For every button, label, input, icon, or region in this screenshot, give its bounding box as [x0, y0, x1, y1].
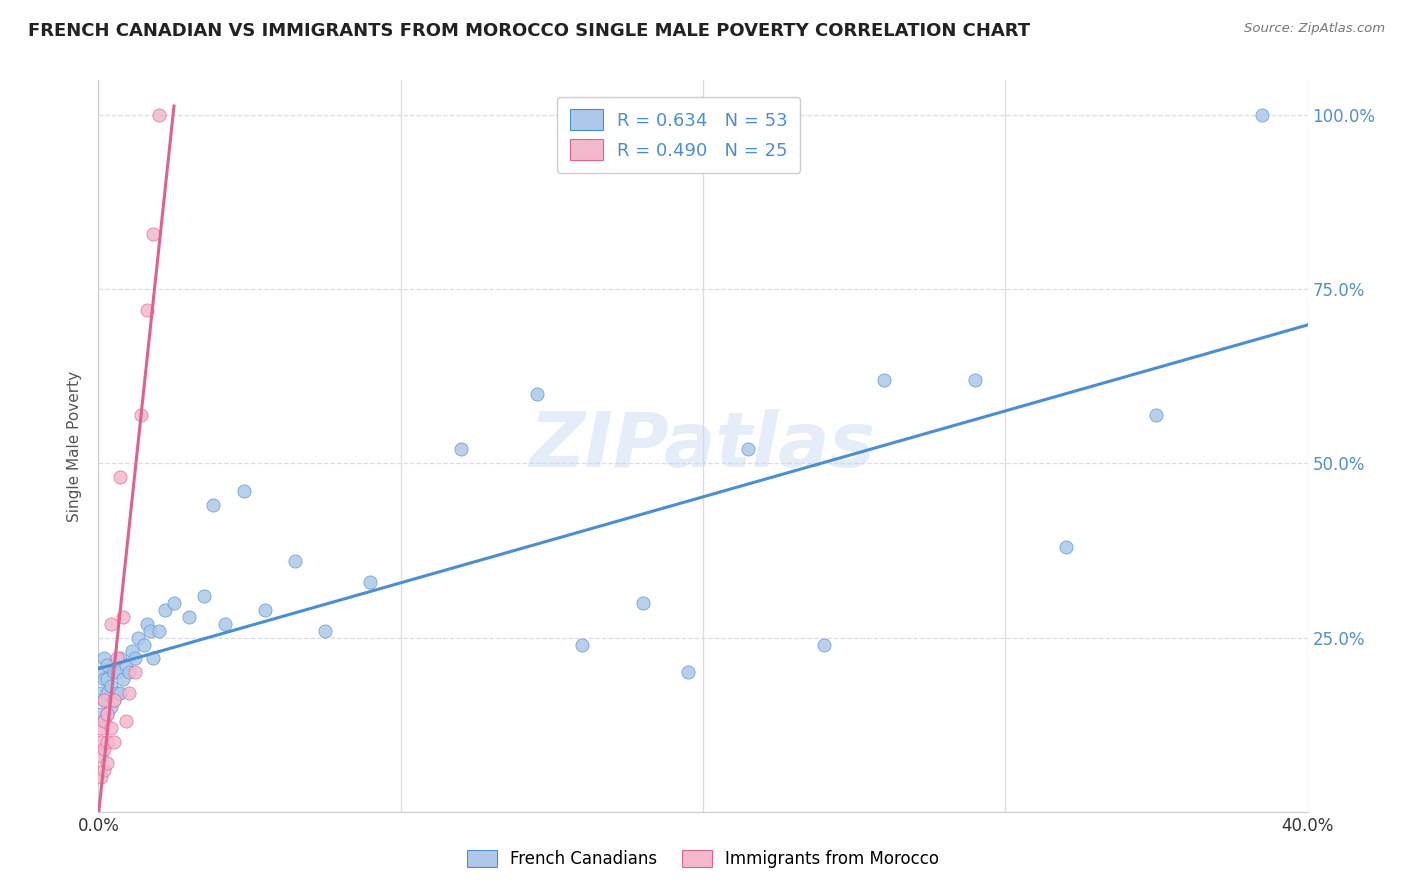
Point: [124, 651, 146, 665]
Point: [96, 658, 118, 673]
Point: [90, 721, 112, 735]
Point: [105, 686, 128, 700]
Point: [96, 707, 118, 722]
Point: [93, 714, 115, 728]
Point: [121, 644, 143, 658]
Point: [103, 693, 125, 707]
Point: [105, 665, 128, 680]
Point: [90, 770, 112, 784]
Point: [450, 442, 472, 457]
Point: [96, 686, 118, 700]
Point: [118, 665, 141, 680]
Point: [93, 693, 115, 707]
Point: [111, 673, 134, 687]
Text: ZIPatlas: ZIPatlas: [530, 409, 876, 483]
Point: [93, 742, 115, 756]
Point: [360, 574, 382, 589]
Point: [676, 665, 699, 680]
Legend: R = 0.634   N = 53, R = 0.490   N = 25: R = 0.634 N = 53, R = 0.490 N = 25: [557, 96, 800, 173]
Point: [153, 603, 176, 617]
Point: [96, 707, 118, 722]
Point: [96, 673, 118, 687]
Point: [103, 665, 125, 680]
Point: [314, 624, 336, 638]
Point: [526, 386, 548, 401]
Point: [108, 686, 131, 700]
Point: [142, 227, 165, 241]
Point: [179, 609, 201, 624]
Point: [108, 651, 131, 665]
Point: [90, 749, 112, 764]
Point: [96, 735, 118, 749]
Text: FRENCH CANADIAN VS IMMIGRANTS FROM MOROCCO SINGLE MALE POVERTY CORRELATION CHART: FRENCH CANADIAN VS IMMIGRANTS FROM MOROC…: [28, 22, 1031, 40]
Y-axis label: Single Male Poverty: Single Male Poverty: [67, 370, 83, 522]
Point: [139, 624, 162, 638]
Point: [111, 609, 134, 624]
Point: [93, 651, 115, 665]
Point: [873, 373, 896, 387]
Point: [135, 303, 157, 318]
Point: [118, 686, 141, 700]
Point: [148, 624, 170, 638]
Text: Source: ZipAtlas.com: Source: ZipAtlas.com: [1244, 22, 1385, 36]
Point: [90, 665, 112, 680]
Point: [193, 589, 215, 603]
Point: [148, 108, 170, 122]
Point: [132, 638, 155, 652]
Point: [103, 693, 125, 707]
Point: [93, 763, 115, 777]
Point: [135, 616, 157, 631]
Point: [571, 638, 593, 652]
Point: [232, 484, 254, 499]
Point: [90, 686, 112, 700]
Legend: French Canadians, Immigrants from Morocco: French Canadians, Immigrants from Morocc…: [460, 843, 946, 875]
Point: [114, 658, 136, 673]
Point: [114, 714, 136, 728]
Point: [163, 596, 186, 610]
Point: [105, 651, 128, 665]
Point: [100, 679, 122, 693]
Point: [965, 373, 987, 387]
Point: [737, 442, 759, 457]
Point: [813, 638, 835, 652]
Point: [127, 631, 149, 645]
Point: [253, 603, 276, 617]
Point: [93, 693, 115, 707]
Point: [100, 616, 122, 631]
Point: [108, 470, 131, 484]
Point: [124, 665, 146, 680]
Point: [90, 707, 112, 722]
Point: [93, 673, 115, 687]
Point: [90, 735, 112, 749]
Point: [214, 616, 236, 631]
Point: [1144, 408, 1167, 422]
Point: [100, 721, 122, 735]
Point: [1054, 540, 1077, 554]
Point: [100, 700, 122, 714]
Point: [96, 756, 118, 770]
Point: [129, 408, 152, 422]
Point: [631, 596, 654, 610]
Point: [103, 735, 125, 749]
Point: [284, 554, 307, 568]
Point: [1251, 108, 1274, 122]
Point: [93, 714, 115, 728]
Point: [142, 651, 165, 665]
Point: [202, 498, 225, 512]
